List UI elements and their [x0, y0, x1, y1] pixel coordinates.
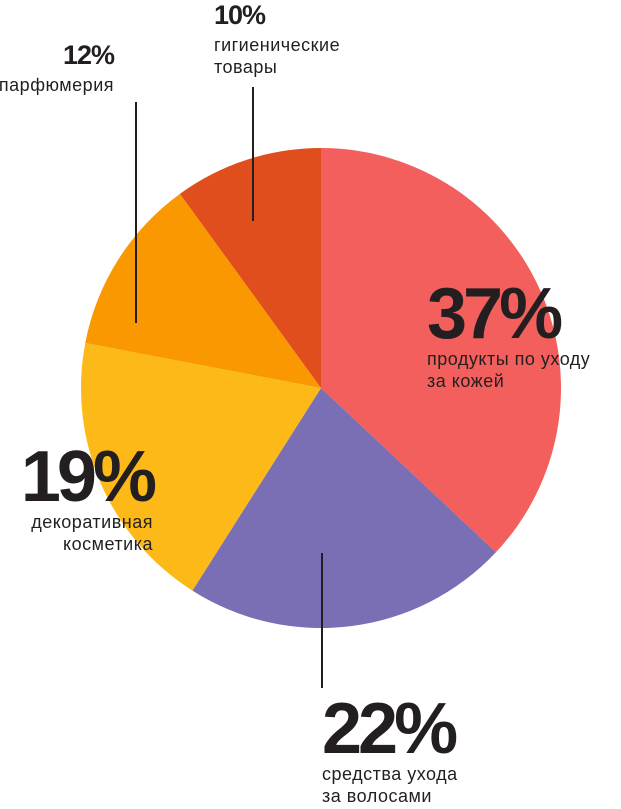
label-hygiene: 10% гигиенические товары [214, 0, 340, 78]
label-decorative: 19% декоративная косметика [20, 437, 157, 555]
category-label: товары [214, 57, 278, 77]
value-label: 37% [427, 274, 563, 354]
category-label: декоративная [31, 512, 153, 532]
category-label: гигиенические [214, 35, 341, 55]
category-label: парфюмерия [0, 75, 114, 95]
label-skin: 37% продукты по уходу за кожей [427, 274, 591, 392]
pie-slice-0 [321, 148, 562, 553]
category-label: за кожей [427, 371, 505, 391]
pie-slice-2 [81, 343, 322, 591]
pie-slice-3 [85, 193, 321, 388]
category-label: за волосами [322, 786, 432, 806]
label-hair: 22% средства ухода за волосами [322, 689, 458, 807]
category-label: средства ухода [322, 764, 458, 784]
pie-slice-1 [192, 388, 496, 628]
value-label: 22% [322, 689, 458, 769]
category-label: продукты по уходу [427, 349, 591, 369]
value-label: 12% [62, 40, 115, 70]
category-label: косметика [63, 534, 153, 554]
value-label: 10% [214, 0, 266, 30]
label-perfume: 12% парфюмерия [0, 40, 115, 96]
pie-slice-4 [179, 148, 321, 388]
value-label: 19% [20, 437, 157, 517]
